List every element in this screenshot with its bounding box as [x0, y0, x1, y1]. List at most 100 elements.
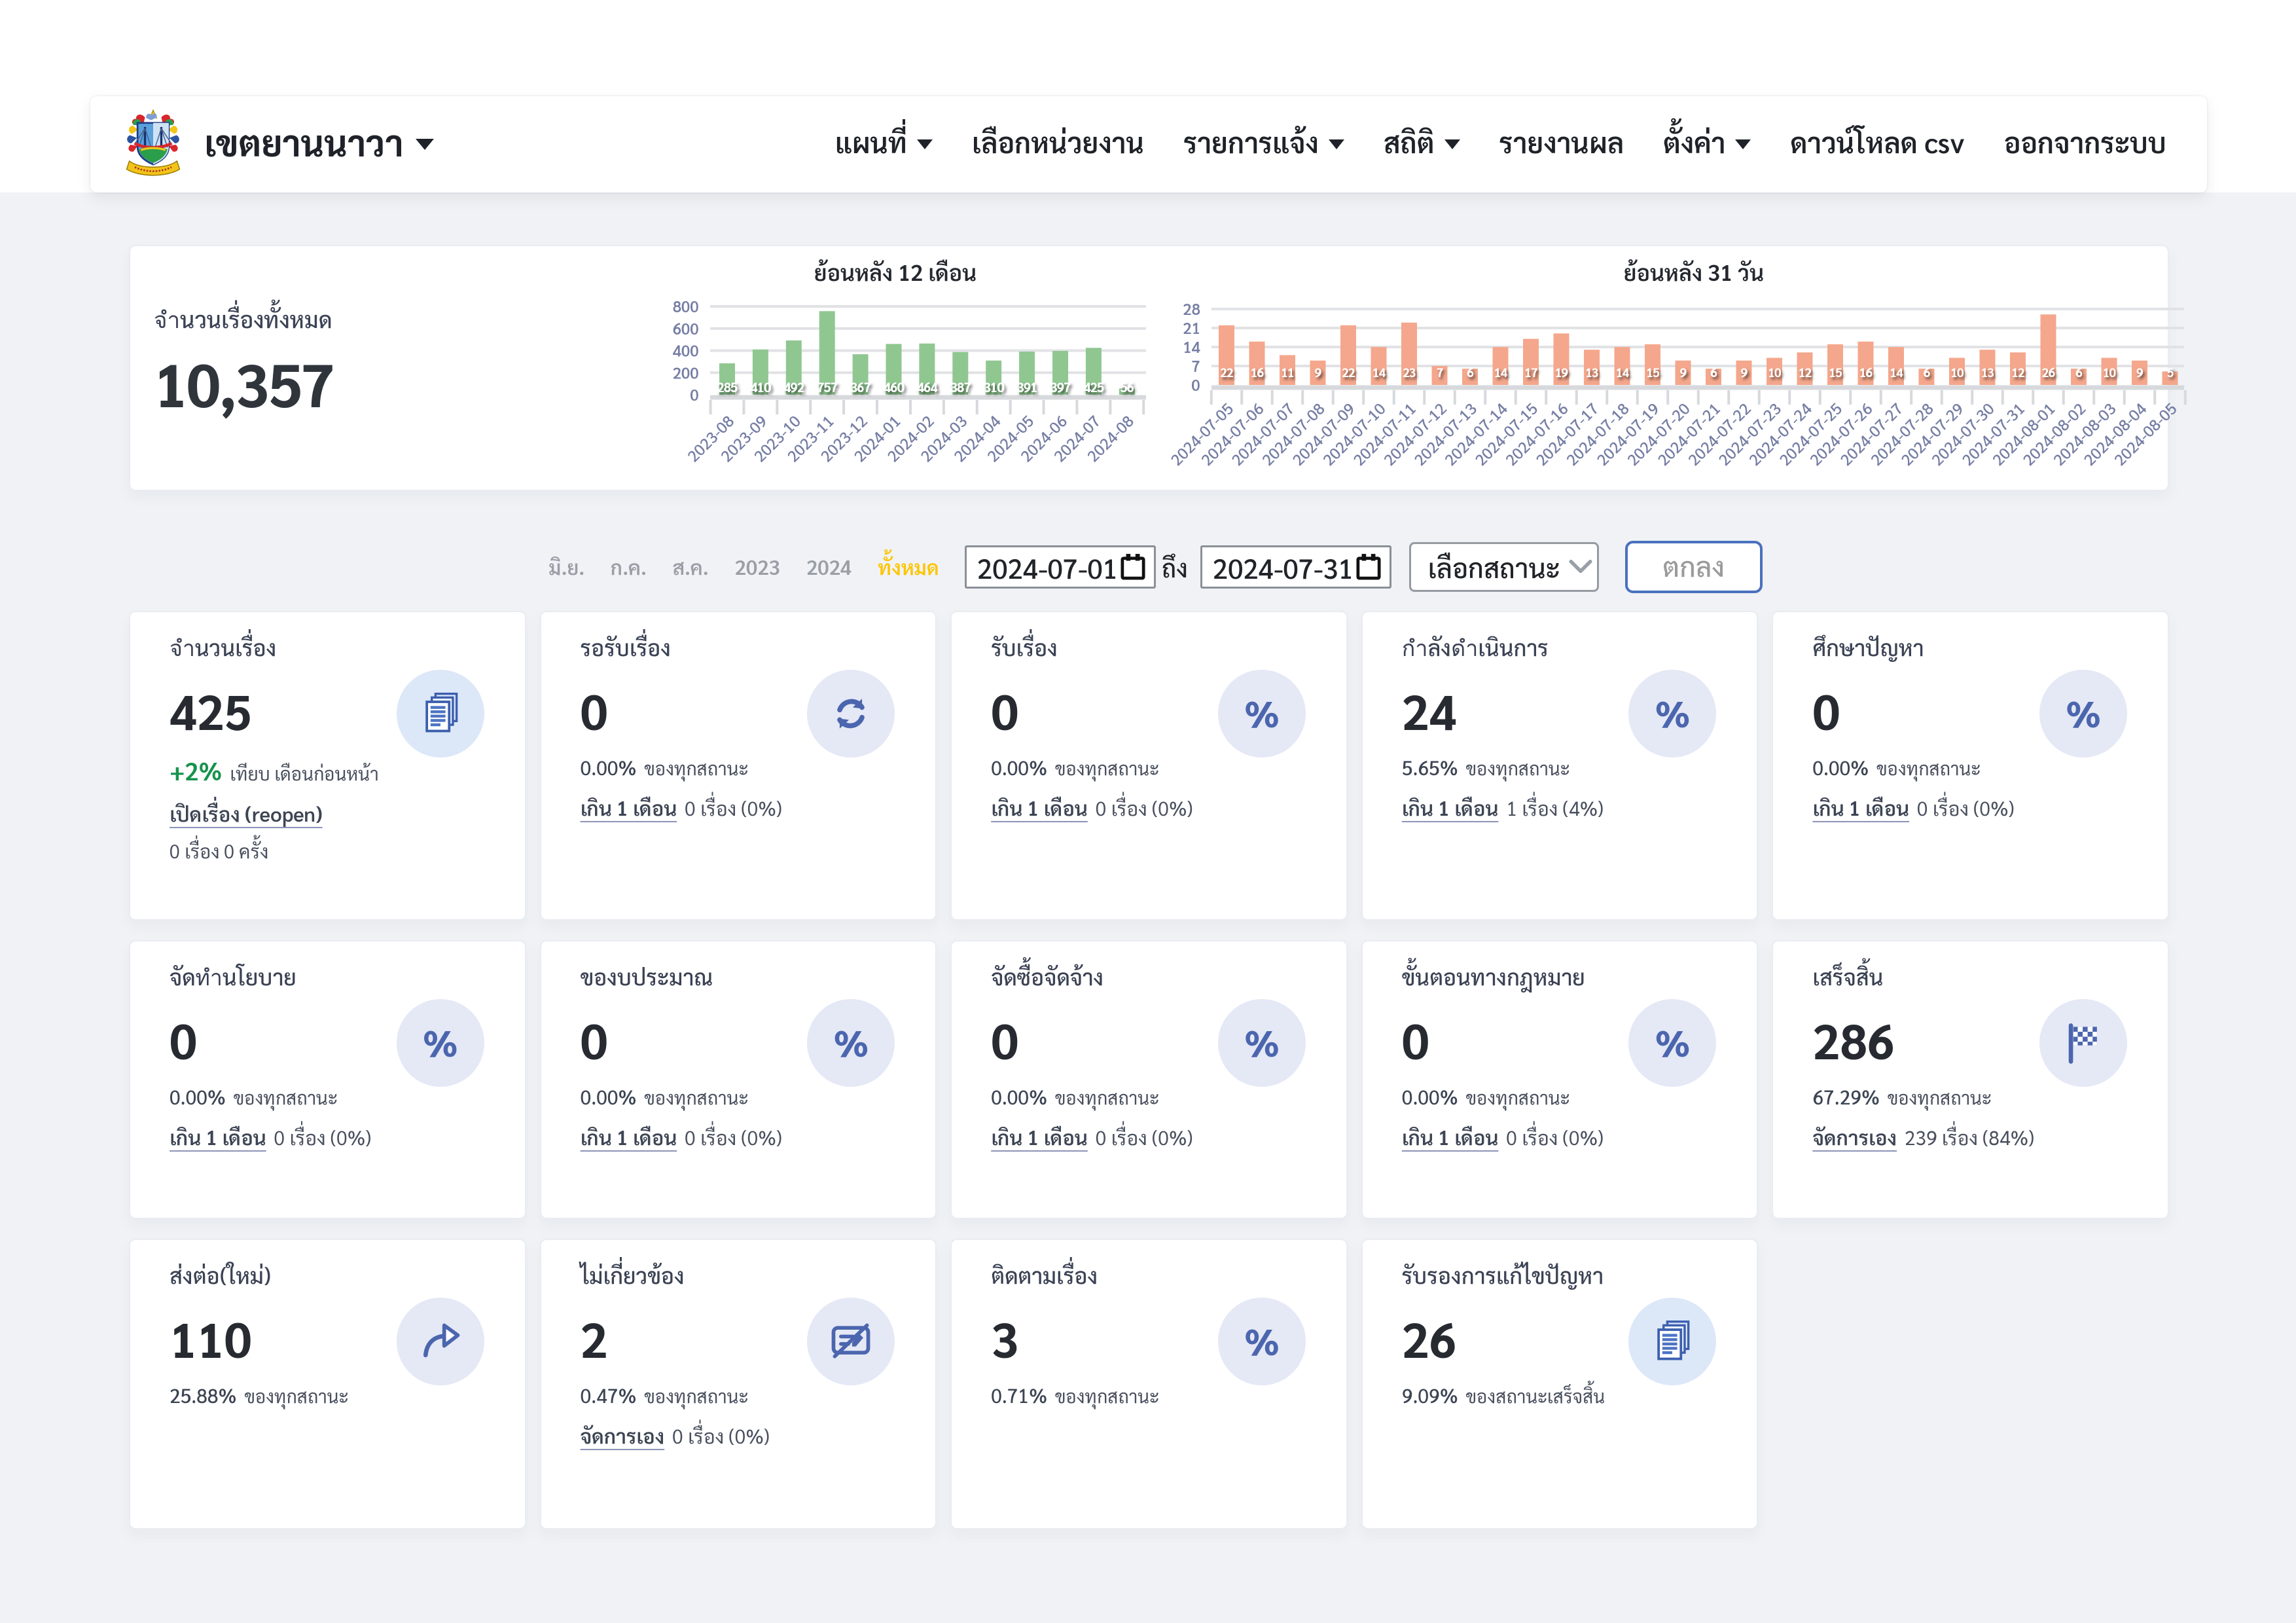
bar-value-label: 6	[2075, 365, 2082, 380]
stat-percent-label: ของสถานะเสร็จสิ้น	[1465, 1383, 1605, 1408]
district-name: เขตยานนาวา	[204, 118, 404, 165]
nav-item-report-list[interactable]: รายการแจ้ง	[1183, 128, 1344, 161]
nav-item-logout[interactable]: ออกจากระบบ	[2003, 123, 2166, 160]
quick-filter-2024[interactable]: 2024	[806, 554, 852, 580]
stat-link[interactable]: เกิน 1 เดือน	[1401, 1123, 1499, 1150]
bar-value-label: 757	[817, 378, 838, 395]
bar	[1249, 341, 1265, 385]
bar-value-label: 6	[1467, 365, 1473, 380]
brand-caret-icon	[415, 139, 434, 150]
stat-link[interactable]: เกิน 1 เดือน	[991, 794, 1088, 821]
quick-filter-2023[interactable]: 2023	[734, 554, 780, 580]
stat-percent-label: ของทุกสถานะ	[644, 756, 749, 780]
stat-card-title: เสร็จสิ้น	[1812, 962, 1884, 991]
bar-value-label: 14	[1890, 365, 1903, 380]
bar-value-label: 22	[1342, 365, 1355, 380]
bar-value-label: 397	[1050, 378, 1071, 395]
stat-link[interactable]: เกิน 1 เดือน	[1812, 794, 1910, 821]
stat-link[interactable]: เกิน 1 เดือน	[1401, 794, 1499, 821]
bar	[1019, 352, 1035, 395]
stat-percent-label: ของทุกสถานะ	[1876, 756, 1981, 780]
bar-value-label: 387	[950, 378, 971, 395]
district-brand[interactable]: เขตยานนาวา	[119, 109, 434, 180]
total-reports-label: จำนวนเรื่องทั้งหมด	[154, 304, 332, 334]
date-to-input[interactable]: 2024-07-31	[1200, 545, 1391, 589]
bar	[2162, 371, 2178, 385]
bar-value-label: 14	[1372, 365, 1386, 380]
nav-item-settings[interactable]: ตั้งค่า	[1663, 128, 1751, 161]
stat-card: จัดซื้อจัดจ้าง 0 % 0.00% ของทุกสถานะ เกิน…	[950, 940, 1348, 1219]
y-tick-label: 400	[673, 340, 699, 361]
stat-percent-value: 5.65%	[1401, 754, 1458, 780]
bar	[1706, 369, 1721, 385]
bar	[785, 340, 802, 395]
bar-value-label: 9	[1315, 365, 1321, 380]
stat-percent-value: 0.47%	[580, 1381, 637, 1408]
stat-percent-label: ของทุกสถานะ	[1054, 756, 1160, 780]
nav-item-results-report[interactable]: รายงานผล	[1499, 123, 1624, 160]
stat-link[interactable]: เกิน 1 เดือน	[991, 1123, 1088, 1150]
stat-link-detail: 0 เรื่อง (0%)	[1095, 1123, 1193, 1150]
stat-link-detail: 0 เรื่อง (0%)	[1095, 794, 1193, 820]
stat-link[interactable]: เกิน 1 เดือน	[580, 794, 677, 821]
stat-card-value: 0	[170, 1008, 197, 1071]
stat-card-value: 0	[991, 1008, 1018, 1071]
percent-icon: %	[2065, 688, 2102, 737]
stat-card-value: 0	[991, 678, 1018, 742]
stat-card-value: 425	[170, 678, 252, 742]
nav-item-map[interactable]: แผนที่	[835, 128, 933, 161]
stat-card-title: ส่งต่อ(ใหม่)	[170, 1260, 272, 1289]
stat-link[interactable]: เกิน 1 เดือน	[580, 1123, 677, 1150]
stat-card-icon-circle: %	[1217, 669, 1306, 757]
stat-card-value: 24	[1401, 678, 1457, 742]
bar-value-label: 425	[1083, 378, 1104, 395]
stat-percent-label: ของทุกสถานะ	[1054, 1383, 1160, 1408]
stat-card-icon-circle: %	[396, 998, 484, 1087]
nav-item-download-csv[interactable]: ดาวน์โหลด csv	[1790, 123, 1965, 160]
stat-link[interactable]: เปิดเรื่อง (reopen)	[170, 801, 323, 828]
stat-percent-value: 67.29%	[1812, 1083, 1880, 1109]
quick-filter-all[interactable]: ทั้งหมด	[878, 554, 939, 580]
stat-card: จำนวนเรื่อง 425 +2% เทียบ เดือนก่อนหน้า เ…	[129, 611, 526, 921]
bar	[1827, 344, 1843, 385]
status-select[interactable]: เลือกสถานะ	[1408, 542, 1599, 592]
bar	[1979, 350, 1996, 385]
stat-link[interactable]: เกิน 1 เดือน	[170, 1123, 266, 1150]
stat-link[interactable]: จัดการเอง	[580, 1422, 665, 1449]
bar-value-label: 367	[850, 378, 871, 395]
bar	[1119, 388, 1135, 395]
nav-item-statistics[interactable]: สถิติ	[1384, 128, 1460, 161]
submit-button[interactable]: ตกลง	[1624, 541, 1763, 593]
y-tick-label: 200	[673, 361, 699, 382]
bar-value-label: 13	[1585, 365, 1598, 380]
stat-link[interactable]: จัดการเอง	[1812, 1123, 1897, 1150]
bar-value-label: 464	[917, 378, 939, 395]
bar-value-label: 15	[1646, 365, 1659, 380]
documents-icon	[425, 692, 457, 733]
bar-value-label: 5	[2167, 365, 2174, 380]
bar-value-label: 7	[1437, 365, 1443, 380]
y-tick-label: 7	[1192, 355, 1200, 376]
stat-link-detail: 0 เรื่อง (0%)	[685, 794, 783, 820]
quick-filter-august[interactable]: ส.ค.	[672, 554, 709, 580]
stat-percent-value: 0.00%	[991, 1083, 1047, 1109]
quick-filter-july[interactable]: ก.ค.	[610, 554, 647, 580]
refresh-icon	[837, 698, 865, 729]
bar-value-label: 16	[1251, 365, 1264, 380]
bar	[1614, 347, 1630, 385]
percent-icon: %	[1655, 688, 1691, 737]
status-select-value: เลือกสถานะ	[1427, 549, 1560, 585]
quick-filter-june[interactable]: มิ.ย.	[548, 554, 584, 580]
date-from-input[interactable]: 2024-07-01	[964, 545, 1156, 589]
nav-item-select-agency[interactable]: เลือกหน่วยงาน	[972, 123, 1145, 160]
y-tick-label: 0	[691, 384, 699, 405]
percent-icon: %	[1244, 1017, 1280, 1066]
y-tick-label: 600	[673, 318, 699, 338]
stat-extra-detail: 0 เรื่อง 0 ครั้ง	[170, 837, 268, 863]
checkered-flag-icon	[2068, 1023, 2097, 1064]
bar	[752, 349, 768, 395]
stat-percent-label: ของทุกสถานะ	[233, 1085, 338, 1109]
bar	[2101, 357, 2117, 385]
stat-card-title: รับรองการแก้ไขปัญหา	[1401, 1260, 1604, 1289]
bar	[1918, 369, 1935, 385]
